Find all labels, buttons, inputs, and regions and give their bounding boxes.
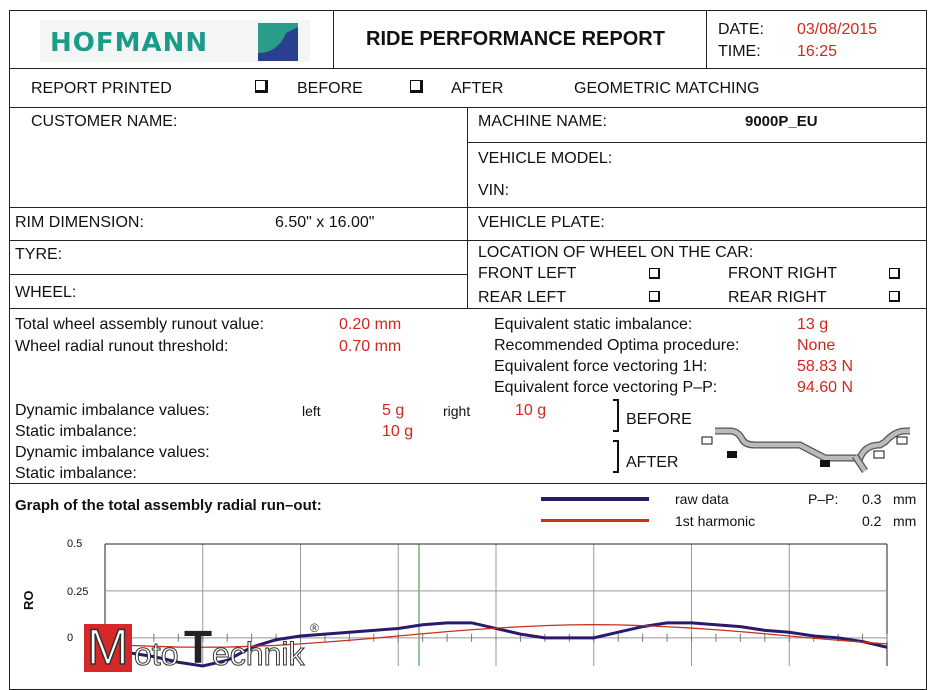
static-imbalance-label: Static imbalance:: [15, 423, 137, 440]
hofmann-logo: HOFMANN: [40, 20, 310, 62]
before-section-label: BEFORE: [626, 411, 692, 428]
divider: [9, 240, 927, 241]
harm-pp-value: 0.2: [862, 513, 882, 529]
divider: [333, 10, 334, 68]
y-tick-label: 0: [67, 632, 74, 644]
watermark-badge: [84, 624, 132, 672]
left-label: left: [302, 403, 321, 419]
tyre-label: TYRE:: [15, 246, 63, 263]
report-printed-label: REPORT PRINTED: [31, 80, 172, 97]
harmonic-line: [104, 624, 888, 648]
dynamic-imbalance-label: Dynamic imbalance values:: [15, 402, 210, 419]
geometric-matching-label: GEOMETRIC MATCHING: [574, 80, 760, 97]
date-label: DATE:: [718, 21, 764, 38]
optima-value: None: [797, 337, 836, 354]
threshold-value: 0.70 mm: [339, 338, 402, 355]
divider: [467, 142, 927, 143]
front-left-label: FRONT LEFT: [478, 265, 577, 282]
bracket-icon: [613, 399, 619, 432]
divider: [9, 207, 927, 208]
force-pp-label: Equivalent force vectoring P–P:: [494, 379, 718, 396]
vehicle-plate-label: VEHICLE PLATE:: [478, 214, 605, 231]
rim-dimension-label: RIM DIMENSION:: [15, 214, 144, 231]
machine-name-label: MACHINE NAME:: [478, 113, 607, 130]
before-label: BEFORE: [297, 80, 363, 97]
y-tick-label: 0.25: [67, 586, 89, 598]
rear-right-label: REAR RIGHT: [728, 289, 827, 306]
watermark-letter: T: [184, 621, 213, 673]
bracket-icon: [613, 440, 619, 473]
front-left-checkbox[interactable]: [649, 268, 660, 279]
harm-pp-unit: mm: [893, 513, 917, 529]
after-checkbox[interactable]: [410, 80, 423, 93]
time-label: TIME:: [718, 43, 761, 60]
force-1h-label: Equivalent force vectoring 1H:: [494, 358, 708, 375]
raw-legend-line: [541, 497, 649, 501]
front-right-checkbox[interactable]: [889, 268, 900, 279]
force-pp-value: 94.60 N: [797, 379, 854, 396]
raw-pp-value: 0.3: [862, 491, 882, 507]
pp-label: P–P:: [808, 491, 839, 507]
raw-legend-label: raw data: [675, 491, 729, 507]
left-value: 5 g: [382, 402, 405, 419]
wheel-location-label: LOCATION OF WHEEL ON THE CAR:: [478, 244, 754, 261]
logo-mark-icon: [258, 23, 298, 61]
report-title: RIDE PERFORMANCE REPORT: [366, 28, 665, 50]
wheel-label: WHEEL:: [15, 284, 77, 301]
harm-legend-label: 1st harmonic: [675, 513, 756, 529]
vin-label: VIN:: [478, 182, 510, 199]
after-label: AFTER: [451, 80, 504, 97]
rim-profile-icon: [701, 427, 910, 473]
rear-left-checkbox[interactable]: [649, 291, 660, 302]
dynamic-imbalance-after-label: Dynamic imbalance values:: [15, 444, 210, 461]
divider: [467, 107, 468, 308]
customer-name-label: CUSTOMER NAME:: [31, 113, 178, 130]
mototechnik-watermark: M oto T echnik ®: [84, 620, 334, 674]
static-imbalance-value: 10 g: [382, 423, 414, 440]
static-eq-label: Equivalent static imbalance:: [494, 316, 693, 333]
divider: [9, 274, 467, 275]
date-value: 03/08/2015: [797, 21, 878, 38]
divider: [9, 68, 927, 69]
rear-left-label: REAR LEFT: [478, 289, 567, 306]
right-label: right: [443, 403, 471, 419]
time-value: 16:25: [797, 43, 838, 60]
registered-mark: ®: [310, 621, 319, 635]
machine-name-value: 9000P_EU: [745, 113, 818, 130]
divider: [9, 308, 927, 309]
after-section-label: AFTER: [626, 454, 679, 471]
force-1h-value: 58.83 N: [797, 358, 854, 375]
divider: [9, 107, 927, 108]
runout-value: 0.20 mm: [339, 316, 402, 333]
threshold-label: Wheel radial runout threshold:: [15, 338, 229, 355]
before-checkbox[interactable]: [255, 80, 268, 93]
divider: [9, 483, 927, 484]
logo-text: HOFMANN: [50, 28, 209, 58]
watermark-letter: echnik: [212, 636, 305, 672]
raw-pp-unit: mm: [893, 491, 917, 507]
divider: [706, 10, 707, 68]
vehicle-model-label: VEHICLE MODEL:: [478, 150, 613, 167]
static-eq-value: 13 g: [797, 316, 829, 333]
watermark-letter: oto: [133, 636, 179, 672]
y-tick-label: 0.5: [67, 538, 83, 550]
graph-title: Graph of the total assembly radial run–o…: [15, 497, 322, 514]
optima-label: Recommended Optima procedure:: [494, 337, 740, 354]
front-right-label: FRONT RIGHT: [728, 265, 838, 282]
rim-dimension-value: 6.50" x 16.00": [275, 214, 375, 231]
static-imbalance-after-label: Static imbalance:: [15, 465, 137, 482]
runout-label: Total wheel assembly runout value:: [15, 316, 265, 333]
watermark-letter: M: [86, 619, 129, 675]
right-value: 10 g: [515, 402, 547, 419]
harm-legend-line: [541, 519, 649, 522]
rear-right-checkbox[interactable]: [889, 291, 900, 302]
